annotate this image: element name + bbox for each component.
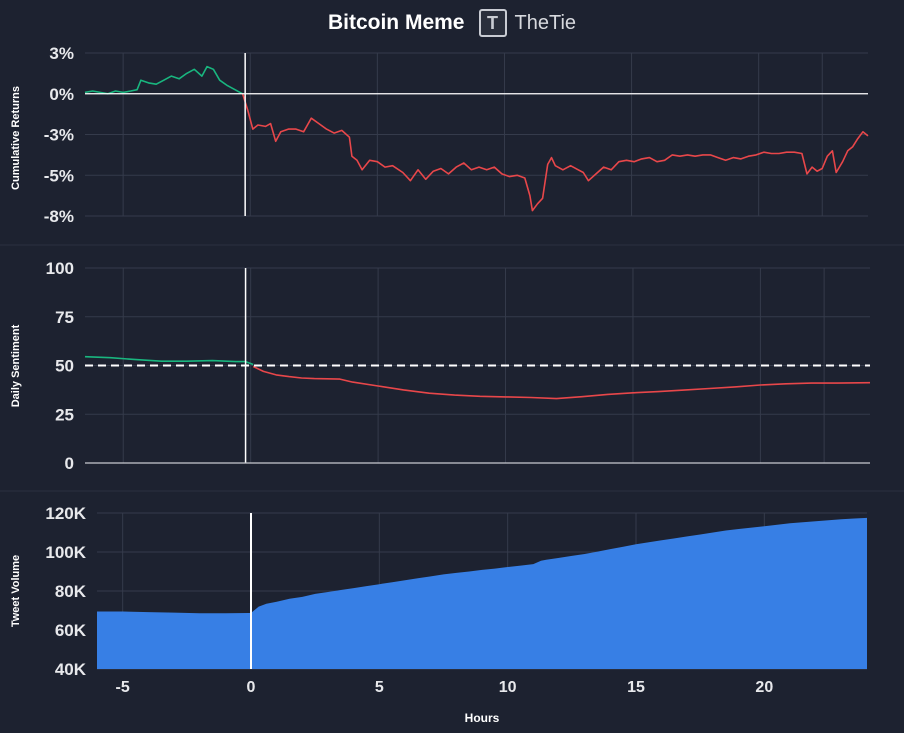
thetie-logo-icon: T: [478, 9, 507, 37]
panel-1: 3% 0% -3% -5% -8% Cumulative Returns: [10, 44, 869, 226]
tweet-volume-area: [97, 517, 867, 669]
y-tick-label: 50: [55, 357, 74, 376]
y-tick-label: 40K: [55, 660, 87, 679]
y-tick-label: 3%: [49, 44, 74, 63]
y-axis-title: Tweet Volume: [10, 555, 22, 627]
x-tick-label: -5: [116, 679, 130, 696]
positive-series-line: [84, 355, 254, 366]
y-tick-label: 80K: [55, 582, 87, 601]
y-tick-label: 100: [46, 259, 74, 278]
y-tick-label: 0: [65, 454, 74, 473]
y-tick-label: 100K: [45, 543, 86, 562]
y-tick-label: 120K: [45, 504, 86, 523]
y-axis-title: Cumulative Returns: [10, 86, 22, 190]
negative-series-line: [241, 93, 869, 212]
x-tick-label: 5: [375, 679, 384, 696]
chart-title: Bitcoin Meme: [327, 11, 465, 34]
brand: T TheTie: [478, 9, 577, 37]
chart-header: Bitcoin Meme T TheTie: [0, 8, 904, 38]
x-axis-title: Hours: [465, 711, 500, 725]
y-tick-label: -5%: [44, 166, 74, 185]
y-tick-label: -3%: [44, 126, 74, 145]
x-tick-label: 15: [627, 679, 645, 696]
brand-name: TheTie: [514, 11, 577, 34]
x-tick-label: 0: [247, 679, 256, 696]
positive-series-line: [84, 65, 243, 95]
panel-3: 120K 100K 80K 60K 40K Tweet Volume -5 0 5 10 15 20 H…: [10, 504, 867, 725]
negative-series-line: [252, 365, 871, 400]
x-tick-label: 20: [755, 679, 773, 696]
y-tick-label: 75: [55, 308, 74, 327]
y-tick-label: 25: [55, 405, 74, 424]
y-axis-title: Daily Sentiment: [10, 324, 22, 407]
y-tick-label: 0%: [49, 85, 74, 104]
x-tick-label: 10: [499, 679, 517, 696]
y-tick-label: 60K: [55, 621, 87, 640]
panel-2: 100 75 50 25 0 Daily Sentiment: [10, 259, 871, 473]
y-tick-label: -8%: [44, 207, 74, 226]
